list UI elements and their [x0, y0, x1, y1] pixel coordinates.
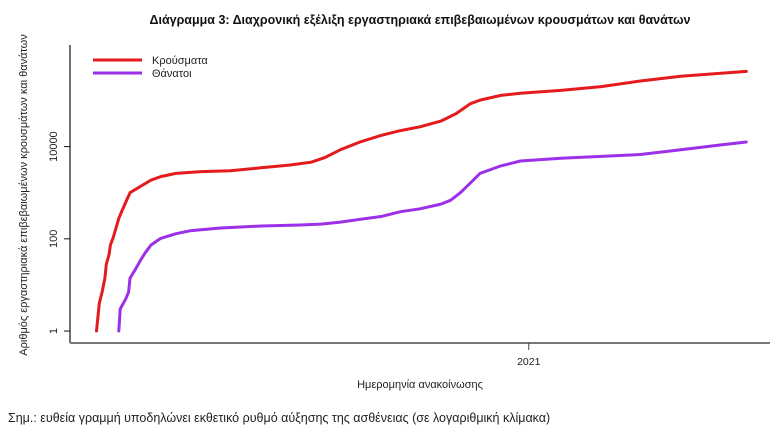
y-tick-label: 100: [48, 230, 60, 248]
y-tick-label: 10000: [48, 131, 60, 162]
y-tick-label: 1: [48, 328, 60, 334]
legend: Κρούσματα Θάνατοι: [93, 55, 208, 80]
legend-label-cases: Κρούσματα: [152, 55, 208, 67]
x-tick-label: 2021: [517, 356, 541, 368]
x-axis-label: Ημερομηνία ανακοίνωσης: [357, 379, 483, 391]
footnote: Σημ.: ευθεία γραμμή υποδηλώνει εκθετικό …: [8, 411, 551, 425]
series-line-cases: [95, 69, 748, 333]
series-line-deaths: [117, 140, 748, 333]
y-axis-label: Αριθμός εργαστηριακά επιβεβαιωμένων κρου…: [18, 34, 30, 356]
chart-title: Διάγραμμα 3: Διαχρονική εξέλιξη εργαστηρ…: [149, 13, 690, 27]
legend-label-deaths: Θάνατοι: [152, 68, 192, 80]
